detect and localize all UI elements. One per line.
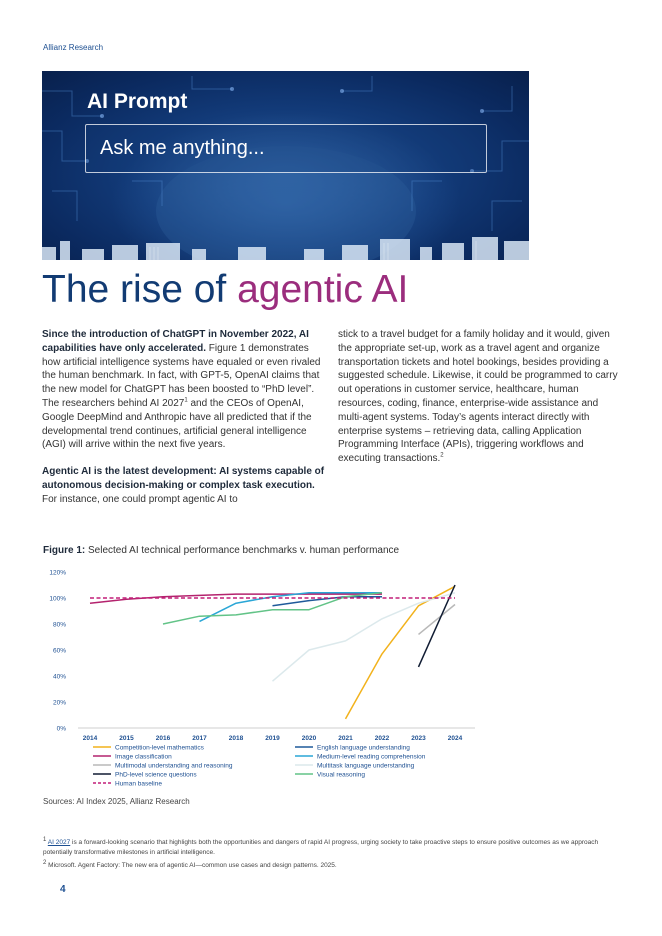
- paragraph-3: stick to a travel budget for a family ho…: [338, 328, 624, 466]
- footnote-2-text: Microsoft. Agent Factory: The new era of…: [46, 862, 337, 869]
- legend-label: Competition-level mathematics: [115, 744, 205, 751]
- paragraph-1-text-a: Figure 1 demonstrates how artificial int…: [42, 342, 321, 409]
- x-tick-label: 2022: [375, 735, 390, 742]
- body-column-right: stick to a travel budget for a family ho…: [338, 328, 624, 479]
- prompt-input-box: Ask me anything...: [85, 124, 487, 173]
- x-tick-label: 2017: [192, 735, 207, 742]
- x-tick-label: 2023: [411, 735, 426, 742]
- series-line: [344, 585, 456, 720]
- prompt-text: Ask me anything...: [100, 137, 265, 159]
- y-tick-label: 60%: [53, 648, 66, 655]
- legend-label: Image classification: [115, 753, 172, 760]
- page-title: The rise of agentic AI: [42, 268, 408, 312]
- series-line: [162, 592, 383, 625]
- footnote-ref-2: 2: [440, 452, 444, 459]
- footnote-1: 1 AI 2027 is a forward-looking scenario …: [43, 836, 623, 858]
- series-line: [418, 603, 456, 635]
- sources-note: Sources: AI Index 2025, Allianz Research: [43, 797, 190, 806]
- paragraph-1-lead: Since the introduction of ChatGPT in Nov…: [42, 329, 309, 354]
- title-part-1: The rise of: [42, 268, 238, 311]
- series-line: [199, 592, 382, 623]
- paragraph-1-text-b: and the CEOs of OpenAI, Google DeepMind …: [42, 397, 312, 451]
- x-tick-label: 2024: [448, 735, 463, 742]
- legend-label: English language understanding: [317, 744, 410, 751]
- y-tick-label: 80%: [53, 622, 66, 629]
- legend-label: Medium-level reading comprehension: [317, 753, 426, 760]
- x-tick-label: 2020: [302, 735, 317, 742]
- x-tick-label: 2019: [265, 735, 280, 742]
- legend-label: Multimodal understanding and reasoning: [115, 762, 233, 769]
- paragraph-1: Since the introduction of ChatGPT in Nov…: [42, 328, 328, 452]
- footnote-1-text: is a forward-looking scenario that highl…: [43, 839, 599, 856]
- hero-title: AI Prompt: [87, 90, 188, 113]
- y-tick-label: 120%: [49, 570, 66, 577]
- footnotes: 1 AI 2027 is a forward-looking scenario …: [43, 836, 623, 874]
- ai-2027-link[interactable]: AI 2027: [47, 839, 71, 846]
- header-brand: Allianz Research: [43, 43, 104, 52]
- footnote-2: 2 Microsoft. Agent Factory: The new era …: [43, 859, 623, 871]
- x-tick-label: 2015: [119, 735, 134, 742]
- footnote-2-mark: 2: [43, 859, 47, 866]
- legend-label: Multitask language understanding: [317, 762, 415, 769]
- paragraph-3-text: stick to a travel budget for a family ho…: [338, 329, 618, 465]
- page-number: 4: [60, 884, 66, 895]
- y-tick-label: 40%: [53, 674, 66, 681]
- body-column-left: Since the introduction of ChatGPT in Nov…: [42, 328, 328, 520]
- y-tick-label: 20%: [53, 700, 66, 707]
- circuit-board-brain-background: [42, 76, 529, 260]
- footnote-ref-1: 1: [184, 397, 188, 404]
- figure-caption: Figure 1: Selected AI technical performa…: [43, 545, 399, 556]
- x-tick-label: 2014: [83, 735, 98, 742]
- hero-image: AI Prompt Ask me anything...: [42, 71, 529, 260]
- figure-label: Figure 1:: [43, 545, 86, 556]
- paragraph-2: Agentic AI is the latest development: AI…: [42, 465, 328, 506]
- paragraph-2-lead: Agentic AI is the latest development: AI…: [42, 466, 325, 491]
- title-part-2: agentic AI: [237, 268, 409, 311]
- y-tick-label: 0%: [57, 726, 67, 733]
- x-tick-label: 2016: [156, 735, 171, 742]
- benchmark-line-chart: 0% 20% 40% 60% 80% 100% 120% 2014 2015 2016 2017 20…: [49, 570, 475, 787]
- legend-label: PhD-level science questions: [115, 771, 197, 778]
- x-tick-label: 2018: [229, 735, 244, 742]
- legend-label: Human baseline: [115, 780, 162, 787]
- series-line: [272, 592, 456, 682]
- y-tick-label: 100%: [49, 596, 66, 603]
- paragraph-2-text: For instance, one could prompt agentic A…: [42, 493, 238, 505]
- legend-label: Visual reasoning: [317, 771, 365, 778]
- figure-caption-text: Selected AI technical performance benchm…: [85, 545, 400, 556]
- x-tick-label: 2021: [338, 735, 353, 742]
- footnote-1-mark: 1: [43, 836, 47, 843]
